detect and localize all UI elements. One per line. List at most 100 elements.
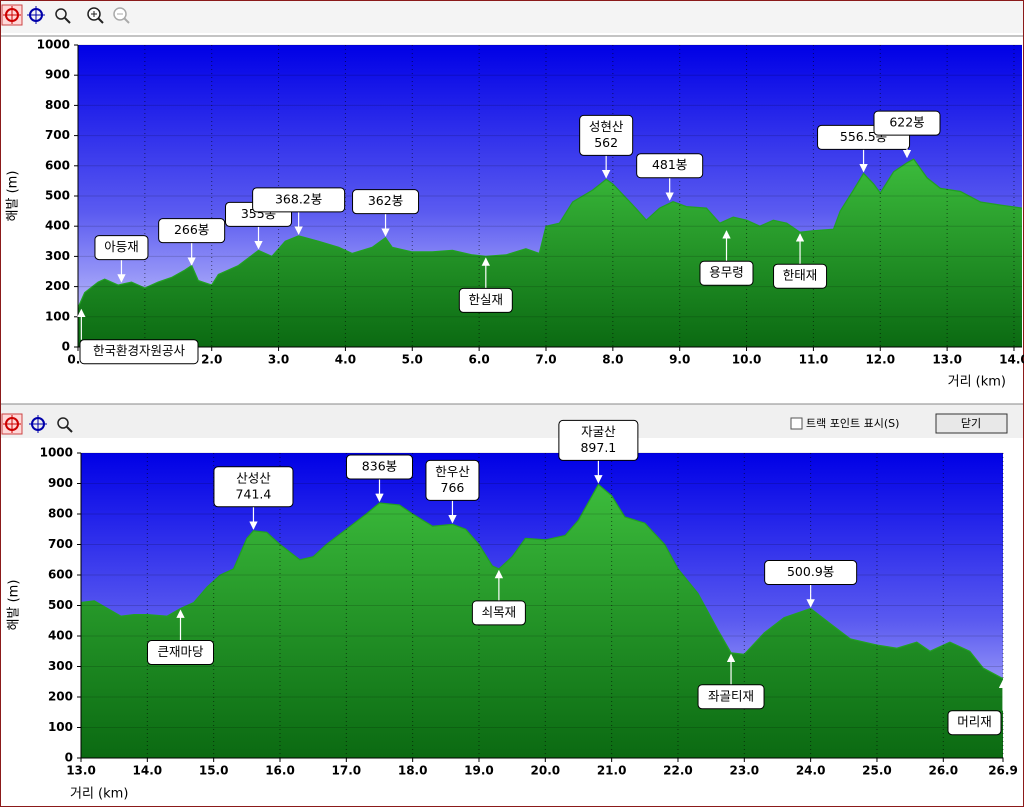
y-axis-label: 해발 (m)	[6, 171, 21, 222]
zoom-area-tool[interactable]	[57, 417, 73, 433]
x-tick-label: 26.0	[928, 764, 958, 778]
x-tick-label: 6.0	[469, 353, 490, 367]
y-tick-label: 700	[48, 537, 73, 551]
annotation-label: 머리재	[957, 714, 992, 729]
x-tick-label: 7.0	[535, 353, 556, 367]
zoom-area-tool[interactable]	[55, 8, 71, 24]
x-tick-label: 13.0	[66, 764, 96, 778]
annotation-label: 아등재	[104, 239, 139, 254]
y-tick-label: 100	[48, 720, 73, 734]
x-tick-label: 20.0	[531, 764, 561, 778]
annotation-label: 741.4	[236, 486, 272, 501]
zoom-out-tool[interactable]	[113, 7, 130, 24]
x-axis-label: 거리 (km)	[948, 375, 1006, 390]
y-tick-label: 600	[45, 158, 70, 172]
annotation-box	[352, 189, 420, 215]
terrain-area	[78, 159, 1022, 347]
x-tick-label: 24.0	[796, 764, 826, 778]
toolbar	[1, 404, 1023, 438]
annotation-label: 한우산	[435, 464, 470, 479]
y-tick-label: 1000	[40, 446, 73, 460]
annotation-label: 자굴산	[581, 424, 616, 439]
annotation-label: 562	[594, 135, 618, 150]
annotation-box	[146, 640, 214, 666]
annotation-box	[947, 710, 1002, 736]
y-tick-label: 0	[65, 751, 73, 765]
annotation-label: 481봉	[652, 157, 687, 172]
y-tick-label: 500	[48, 598, 73, 612]
toolbar	[1, 1, 1023, 33]
terrain-outline	[78, 158, 1022, 308]
x-tick-label: 10.0	[732, 353, 762, 367]
annotation-box	[764, 560, 858, 586]
annotation-label: 좌골티재	[708, 688, 754, 703]
annotation-label: 쇠목재	[482, 604, 517, 619]
annotation-box	[558, 419, 639, 461]
y-tick-label: 200	[48, 690, 73, 704]
y-tick-label: 700	[45, 128, 70, 142]
x-tick-label: 13.0	[932, 353, 962, 367]
annotation-box	[425, 459, 480, 501]
zoom-in-tool[interactable]	[87, 7, 104, 24]
track-tool[interactable]	[29, 415, 47, 433]
annotation-box	[158, 218, 226, 244]
x-axis-label: 거리 (km)	[70, 787, 128, 802]
close-button-label[interactable]: 닫기	[961, 417, 981, 430]
checkbox-label[interactable]: 트랙 포인트 표시(S)	[806, 417, 899, 430]
crosshair-tool[interactable]	[1, 4, 23, 26]
annotation-label: 한실재	[469, 292, 504, 307]
annotation-box	[213, 466, 294, 508]
annotation-box	[873, 110, 941, 136]
plots: 010020030040050060070080090010000.01.02.…	[6, 38, 1024, 802]
y-tick-label: 300	[45, 249, 70, 263]
annotation-box	[636, 153, 704, 179]
annotation-label: 큰재마당	[157, 644, 204, 659]
y-tick-label: 300	[48, 659, 73, 673]
y-tick-label: 100	[45, 309, 70, 323]
x-tick-label: 8.0	[602, 353, 623, 367]
x-tick-label: 11.0	[799, 353, 829, 367]
annotation-box	[79, 339, 199, 365]
annotation-box	[252, 187, 346, 213]
annotation-box	[471, 600, 526, 626]
y-tick-label: 800	[45, 98, 70, 112]
annotation-label: 한국환경자원공사	[93, 343, 186, 358]
annotation-box	[773, 263, 828, 289]
annotation-label: 362봉	[368, 193, 403, 208]
track-tool[interactable]	[27, 6, 45, 24]
annotation-label: 897.1	[580, 440, 616, 455]
y-tick-label: 600	[48, 568, 73, 582]
x-tick-label: 4.0	[335, 353, 356, 367]
x-tick-label: 12.0	[865, 353, 895, 367]
annotation-label: 266봉	[174, 222, 209, 237]
annotation-box	[458, 287, 513, 313]
crosshair-tool[interactable]	[1, 413, 23, 435]
y-tick-label: 400	[48, 629, 73, 643]
annotation-box	[345, 454, 413, 480]
x-tick-label: 16.0	[265, 764, 295, 778]
y-tick-label: 900	[48, 476, 73, 490]
x-tick-label: 19.0	[464, 764, 494, 778]
x-tick-label: 14.0	[999, 353, 1024, 367]
y-tick-label: 0	[62, 340, 70, 354]
chart: 010020030040050060070080090010000.01.02.…	[6, 38, 1024, 390]
x-tick-label: 25.0	[862, 764, 892, 778]
y-tick-label: 800	[48, 507, 73, 521]
annotation-label: 성현산	[589, 119, 624, 134]
x-tick-label: 5.0	[402, 353, 423, 367]
y-tick-label: 900	[45, 68, 70, 82]
y-tick-label: 1000	[37, 38, 70, 52]
x-tick-label: 15.0	[199, 764, 229, 778]
y-tick-label: 200	[45, 279, 70, 293]
annotation-box	[697, 684, 765, 710]
x-tick-label: 9.0	[669, 353, 690, 367]
annotation-label: 용무령	[709, 265, 744, 280]
annotation-box	[94, 235, 149, 261]
x-tick-label: 26.9	[988, 764, 1018, 778]
annotation-label: 368.2봉	[275, 191, 322, 206]
y-axis-label: 해발 (m)	[7, 580, 22, 631]
checkbox[interactable]	[790, 417, 803, 430]
x-tick-label: 18.0	[398, 764, 428, 778]
close-button[interactable]	[935, 413, 1008, 434]
annotation-box	[699, 260, 754, 286]
